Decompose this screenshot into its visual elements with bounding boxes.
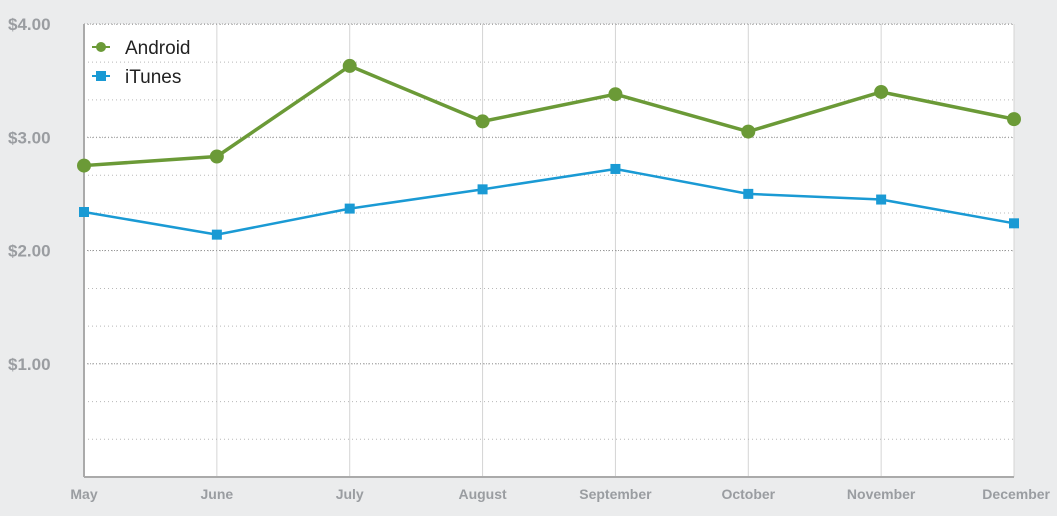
- data-point-itunes[interactable]: [1009, 218, 1019, 229]
- data-point-android[interactable]: [1007, 112, 1021, 127]
- legend-circle-icon: [96, 42, 106, 52]
- series-itunes: [79, 163, 1019, 240]
- data-point-itunes[interactable]: [743, 188, 754, 199]
- series: [77, 58, 1021, 240]
- data-point-itunes[interactable]: [344, 203, 355, 214]
- y-tick-label: $4.00: [8, 15, 51, 34]
- series-line-itunes: [83, 167, 1015, 236]
- y-tick-label: $2.00: [8, 242, 51, 261]
- x-tick-label: May: [70, 486, 97, 502]
- legend-label-android: Android: [125, 38, 191, 59]
- legend-item-android[interactable]: Android: [92, 38, 191, 59]
- data-point-android[interactable]: [874, 84, 889, 99]
- series-line-android: [83, 64, 1015, 168]
- data-point-itunes[interactable]: [79, 206, 89, 217]
- data-point-android[interactable]: [475, 114, 490, 129]
- grid: [84, 23, 1015, 477]
- legend-label-itunes: iTunes: [125, 67, 181, 88]
- x-tick-label: July: [336, 486, 364, 502]
- data-point-itunes[interactable]: [610, 163, 621, 174]
- data-point-android[interactable]: [741, 124, 756, 139]
- data-point-itunes[interactable]: [211, 229, 222, 240]
- legend: Android iTunes: [92, 38, 191, 88]
- x-tick-label: June: [201, 486, 234, 502]
- y-tick-label: $3.00: [8, 128, 51, 147]
- x-tick-label: August: [458, 486, 507, 502]
- data-point-itunes[interactable]: [876, 194, 887, 205]
- y-tick-labels: $1.00 $2.00 $3.00 $4.00: [8, 15, 51, 374]
- data-point-android[interactable]: [342, 58, 357, 73]
- data-point-android[interactable]: [77, 158, 91, 173]
- x-tick-label: December: [982, 486, 1050, 502]
- x-tick-label: October: [721, 486, 775, 502]
- axes: [83, 24, 1014, 478]
- x-tick-labels: May June July August September October Novembe…: [70, 486, 1050, 502]
- legend-square-icon: [96, 71, 106, 81]
- y-tick-label: $1.00: [8, 355, 51, 374]
- x-tick-label: September: [579, 486, 652, 502]
- series-android: [77, 58, 1021, 173]
- data-point-android[interactable]: [608, 87, 623, 102]
- legend-item-itunes[interactable]: iTunes: [92, 67, 181, 88]
- x-tick-label: November: [847, 486, 916, 502]
- data-point-android[interactable]: [209, 149, 224, 164]
- data-point-itunes[interactable]: [477, 184, 488, 195]
